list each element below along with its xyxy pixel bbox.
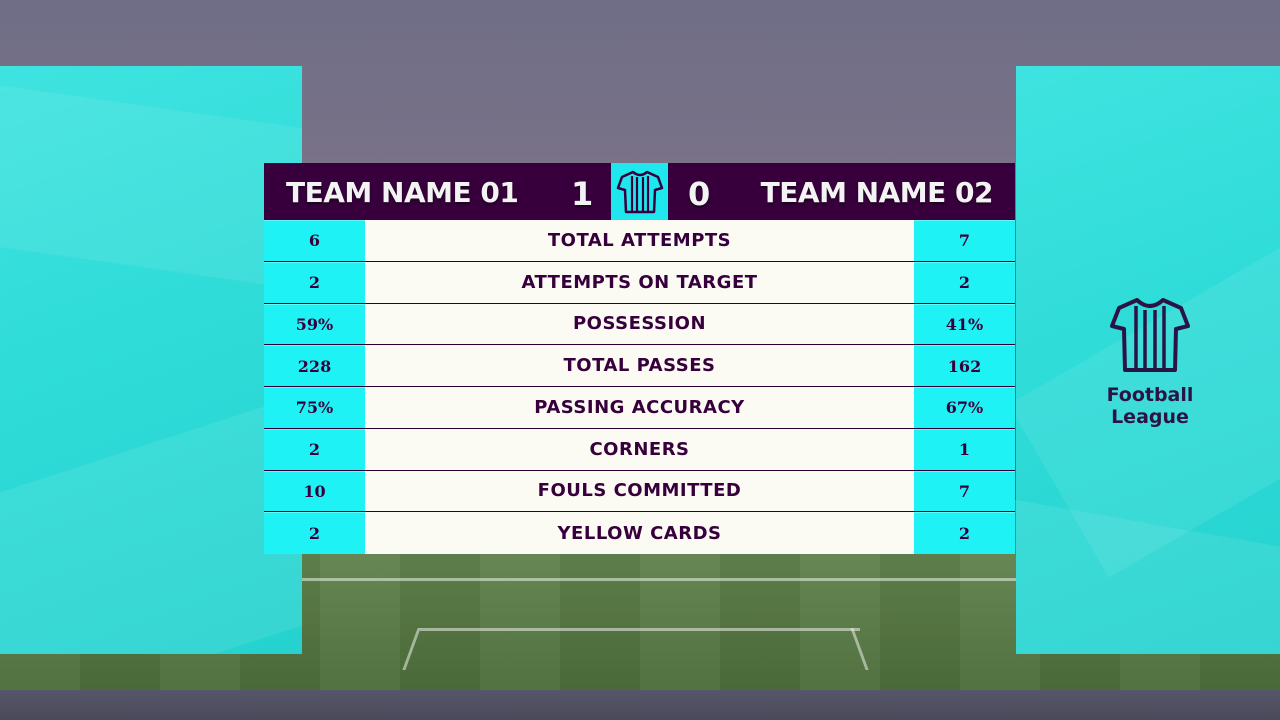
away-stat-value: 2 [914, 512, 1015, 554]
home-stat-value: 2 [264, 261, 365, 303]
home-stat-value: 6 [264, 220, 365, 261]
stat-label: ATTEMPTS ON TARGET [365, 261, 914, 303]
stat-row: 228 TOTAL PASSES 162 [264, 345, 1015, 387]
home-team-name: TEAM NAME 01 [286, 176, 519, 209]
stat-row: 75% PASSING ACCURACY 67% [264, 387, 1015, 429]
stat-row: 2 YELLOW CARDS 2 [264, 512, 1015, 554]
away-stat-value: 7 [914, 470, 1015, 512]
away-stat-value: 41% [914, 303, 1015, 345]
stat-label: YELLOW CARDS [365, 512, 914, 554]
shirt-badge [611, 163, 668, 220]
bottom-band [0, 690, 1280, 720]
home-stat-value: 59% [264, 303, 365, 345]
away-stat-value: 1 [914, 428, 1015, 470]
away-stat-value: 7 [914, 220, 1015, 261]
stat-label: TOTAL ATTEMPTS [365, 220, 914, 261]
away-stat-value: 67% [914, 387, 1015, 428]
stat-label: PASSING ACCURACY [365, 387, 914, 428]
stat-row: 10 FOULS COMMITTED 7 [264, 470, 1015, 513]
away-stat-value: 2 [914, 261, 1015, 303]
stat-label: POSSESSION [365, 303, 914, 345]
home-stat-value: 75% [264, 387, 365, 428]
home-stat-value: 228 [264, 345, 365, 386]
scoreboard-header: TEAM NAME 01 1 0 TEAM NAME 02 [264, 163, 1015, 220]
stat-row: 2 CORNERS 1 [264, 428, 1015, 471]
away-team-name: TEAM NAME 02 [760, 176, 994, 209]
home-stat-value: 10 [264, 470, 365, 512]
logo-line-1: Football [1106, 384, 1194, 406]
stats-board: TEAM NAME 01 1 0 TEAM NAME 02 6 TOTAL AT… [264, 163, 1015, 554]
left-panel [0, 66, 302, 654]
stat-row: 59% POSSESSION 41% [264, 303, 1015, 346]
home-stat-value: 2 [264, 428, 365, 470]
stat-label: TOTAL PASSES [365, 345, 914, 386]
shirt-icon [616, 170, 663, 213]
right-panel [1016, 66, 1280, 654]
stat-row: 2 ATTEMPTS ON TARGET 2 [264, 261, 1015, 304]
stat-label: CORNERS [365, 428, 914, 470]
league-logo: Football League [1100, 296, 1200, 428]
home-score: 1 [571, 175, 594, 213]
logo-line-2: League [1111, 406, 1189, 428]
away-score: 0 [688, 175, 711, 213]
shirt-icon [1110, 298, 1190, 372]
stat-row: 6 TOTAL ATTEMPTS 7 [264, 220, 1015, 262]
away-stat-value: 162 [914, 345, 1015, 386]
home-stat-value: 2 [264, 512, 365, 554]
logo-text: Football League [1100, 384, 1200, 428]
stat-label: FOULS COMMITTED [365, 470, 914, 512]
